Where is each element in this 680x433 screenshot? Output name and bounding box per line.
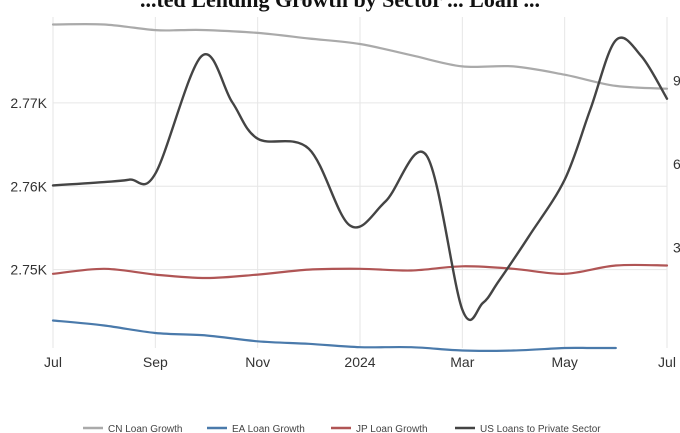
legend-label: US Loans to Private Sector xyxy=(480,424,601,433)
left-y-tick-label: 2.77K xyxy=(10,95,47,111)
left-y-tick-label: 2.75K xyxy=(10,262,47,278)
x-tick-label: Jul xyxy=(44,354,62,370)
x-tick-label: 2024 xyxy=(344,354,375,370)
series-line-us-loans-to-private-sector xyxy=(51,36,669,321)
right-y-tick-label: 3 xyxy=(673,240,680,256)
x-tick-label: Nov xyxy=(245,354,270,370)
series-layer xyxy=(51,23,669,352)
x-gridlines xyxy=(52,17,668,348)
right-y-tick-label: 9 xyxy=(673,72,680,88)
legend: CN Loan Growth EA Loan Growth JP Loan Grow… xyxy=(83,424,601,433)
x-tick-label: Mar xyxy=(450,354,474,370)
legend-label: EA Loan Growth xyxy=(232,424,305,433)
right-y-tick-labels: 9 6 3 xyxy=(673,72,680,255)
x-tick-label: Jul xyxy=(658,354,676,370)
right-y-tick-label: 6 xyxy=(673,156,680,172)
legend-label: JP Loan Growth xyxy=(356,424,428,433)
left-y-tick-labels: 2.77K 2.76K 2.75K xyxy=(10,95,47,278)
series-line-jp-loan-growth xyxy=(51,263,669,280)
series-line-cn-loan-growth xyxy=(51,23,669,90)
legend-label: CN Loan Growth xyxy=(108,424,182,433)
x-tick-label: May xyxy=(551,354,577,370)
left-y-tick-label: 2.76K xyxy=(10,178,47,194)
x-tick-labels: Jul Sep Nov 2024 Mar May Jul xyxy=(44,354,676,370)
series-line-ea-loan-growth xyxy=(51,319,617,352)
chart-title: ...ted Lending Growth by Sector ... Loan… xyxy=(140,0,540,12)
x-tick-label: Sep xyxy=(143,354,168,370)
